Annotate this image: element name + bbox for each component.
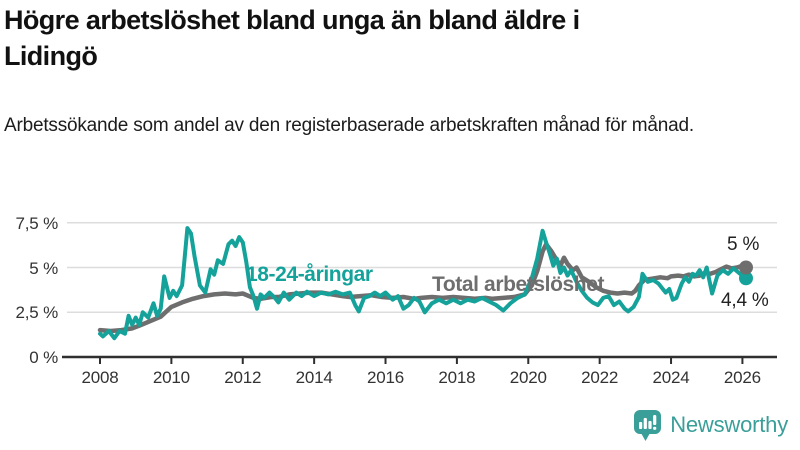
page-title-line1: Högre arbetslöshet bland unga än bland ä… [4, 5, 580, 35]
newsworthy-wordmark: Newsworthy [670, 412, 788, 437]
newsworthy-bubble-chart-icon [634, 409, 662, 441]
series-line-youth [98, 226, 748, 341]
end-dot-youth [738, 271, 753, 286]
x-tick-label: 2018 [438, 368, 476, 387]
x-tick-label: 2020 [509, 368, 547, 387]
x-tick-label: 2012 [224, 368, 262, 387]
x-tick-label: 2024 [652, 368, 690, 387]
y-tick-label: 5 % [29, 258, 58, 278]
series-label-youth: 18-24-åringar [246, 263, 373, 286]
y-tick-label: 0 % [29, 348, 58, 367]
x-tick-label: 2014 [295, 368, 333, 387]
y-tick-label: 7,5 % [15, 213, 59, 233]
x-tick-label: 2008 [81, 368, 119, 387]
page-title-line2: Lidingö [4, 41, 98, 72]
series-line-total [97, 241, 749, 334]
x-tick-label: 2010 [152, 368, 190, 387]
end-dot-total [738, 260, 753, 275]
x-tick-label: 2022 [581, 368, 619, 387]
series-label-total: Total arbetslöshet [432, 273, 605, 296]
x-tick-label: 2026 [723, 368, 761, 387]
x-tick-label: 2016 [367, 368, 405, 387]
y-tick-label: 2,5 % [15, 303, 59, 323]
page-title: Högre arbetslöshet bland unga än bland ä… [4, 2, 794, 75]
newsworthy-logo: Newsworthy [633, 408, 788, 442]
end-value-label-youth: 4,4 % [721, 290, 769, 311]
end-value-label-total: 5 % [727, 234, 760, 255]
chart-subtitle: Arbetssökande som andel av den registerb… [4, 115, 694, 136]
